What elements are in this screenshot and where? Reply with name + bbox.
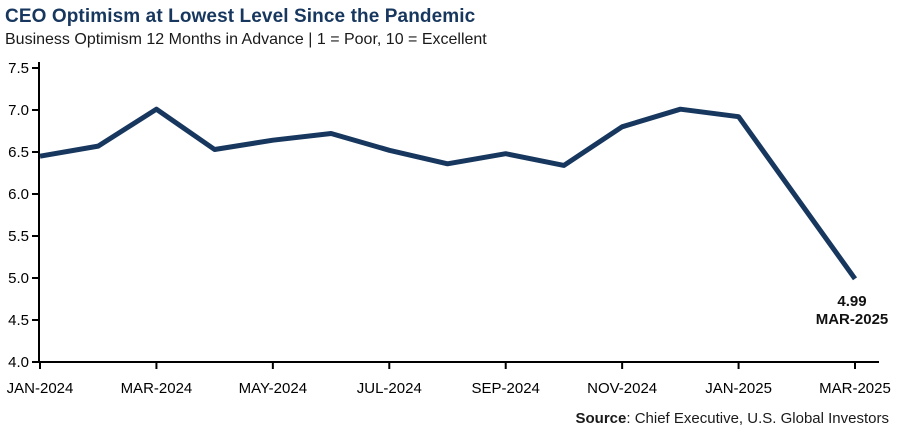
x-tick-label: JAN-2025 [705,380,772,397]
y-tick-label: 7.5 [8,60,29,77]
annotation-value-label: 4.99 [837,293,866,310]
x-tick-label: NOV-2024 [587,380,657,397]
x-tick-label: MAY-2024 [239,380,307,397]
y-tick-label: 5.5 [8,228,29,245]
y-tick-label: 4.5 [8,312,29,329]
source-label: Source [575,410,627,427]
y-tick-label: 7.0 [8,102,29,119]
x-tick-label: JAN-2024 [7,380,74,397]
y-tick-label: 6.5 [8,144,29,161]
chart-line [39,106,858,281]
source-note: Source: Chief Executive, U.S. Global Inv… [576,410,889,427]
annotation-date-label: MAR-2025 [816,311,889,328]
y-tick-label: 4.0 [8,354,29,371]
source-text: : Chief Executive, U.S. Global Investors [626,410,889,427]
y-tick-label: 6.0 [8,186,29,203]
x-tick-label: JUL-2024 [357,380,422,397]
chart-subtitle: Business Optimism 12 Months in Advance |… [5,31,487,48]
y-tick-label: 5.0 [8,270,29,287]
x-tick-label: MAR-2025 [819,380,891,397]
x-tick-label: MAR-2024 [121,380,193,397]
x-tick-label: SEP-2024 [472,380,540,397]
chart-title: CEO Optimism at Lowest Level Since the P… [5,6,476,27]
